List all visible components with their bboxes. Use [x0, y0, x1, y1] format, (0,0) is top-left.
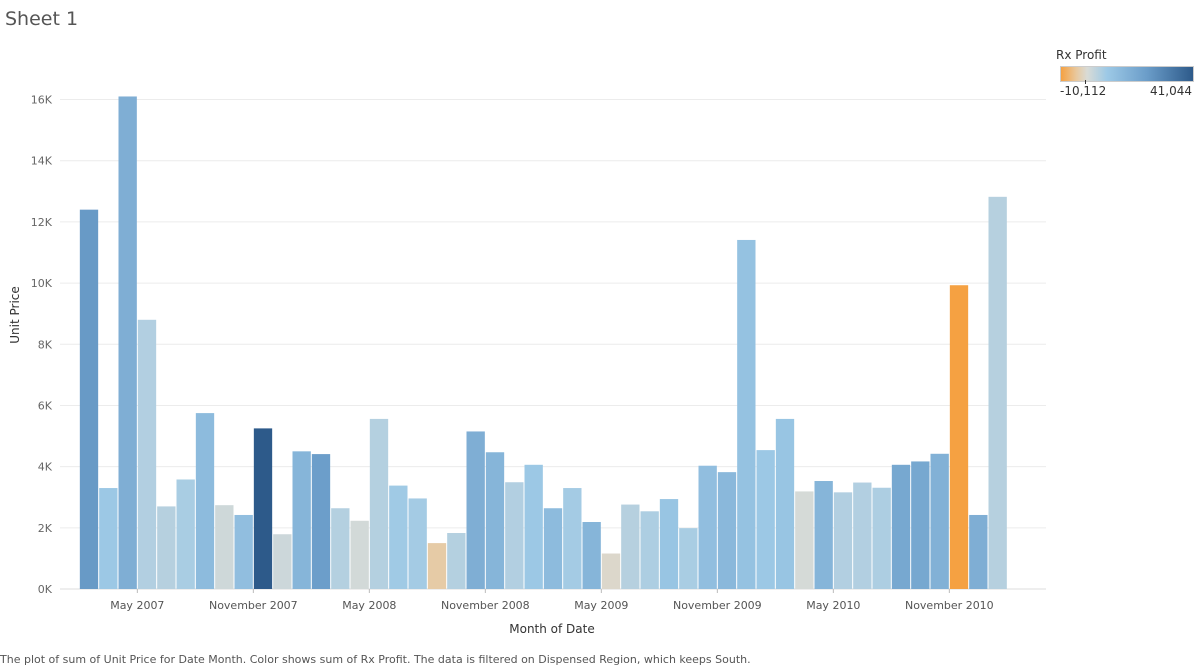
bar[interactable] [505, 482, 524, 589]
x-tick-label: May 2010 [806, 599, 860, 612]
legend-zero-tick [1085, 80, 1086, 84]
y-tick-label: 6K [38, 399, 53, 412]
bar[interactable] [524, 464, 543, 589]
bar[interactable] [814, 481, 833, 589]
bar[interactable] [949, 285, 969, 589]
bar[interactable] [795, 491, 814, 589]
bar[interactable] [737, 239, 756, 589]
bar[interactable] [195, 413, 215, 589]
bar[interactable] [756, 450, 775, 589]
bar[interactable] [872, 487, 891, 589]
bar[interactable] [389, 485, 408, 589]
bar-chart: 0K 2K 4K 6K 8K 10K 12K 14K 16K May 2007 November … [8, 94, 1046, 636]
y-tick-label: 4K [38, 461, 53, 474]
y-tick-label: 8K [38, 338, 53, 351]
bar[interactable] [292, 451, 311, 589]
x-tick-label: November 2007 [209, 599, 298, 612]
x-tick-label: May 2007 [110, 599, 164, 612]
y-tick-label: 12K [31, 216, 53, 229]
bar[interactable] [99, 488, 118, 589]
bar[interactable] [717, 472, 737, 589]
bar[interactable] [833, 492, 853, 589]
x-tick-label: May 2008 [342, 599, 396, 612]
bar[interactable] [79, 209, 99, 589]
legend-min-label: -10,112 [1060, 84, 1107, 98]
y-axis-label: Unit Price [8, 286, 22, 344]
y-tick-label: 2K [38, 522, 53, 535]
bar[interactable] [137, 319, 157, 589]
bar[interactable] [543, 508, 563, 589]
sheet-title: Sheet 1 [5, 8, 79, 30]
bar[interactable] [582, 522, 601, 589]
bar[interactable] [891, 464, 911, 589]
y-tick-label: 10K [31, 277, 53, 290]
bar[interactable] [273, 534, 292, 589]
bar[interactable] [563, 488, 582, 589]
legend-max-label: 41,044 [1150, 84, 1192, 98]
bar[interactable] [447, 533, 466, 589]
bars [79, 96, 1007, 589]
bar[interactable] [911, 461, 930, 589]
bar[interactable] [215, 505, 234, 589]
bar[interactable] [853, 482, 872, 589]
bar[interactable] [969, 514, 988, 589]
bar[interactable] [176, 479, 195, 589]
bar[interactable] [485, 452, 505, 589]
x-tick-label: November 2010 [905, 599, 994, 612]
x-tick-label: November 2008 [441, 599, 530, 612]
bar[interactable] [427, 543, 447, 589]
bar[interactable] [679, 528, 698, 589]
bar[interactable] [311, 454, 331, 589]
color-legend: Rx Profit -10,112 41,044 [1056, 48, 1194, 100]
bar[interactable] [659, 499, 679, 589]
bar[interactable] [157, 506, 176, 589]
bar[interactable] [930, 453, 949, 589]
y-tick-label: 14K [31, 155, 53, 168]
bar[interactable] [621, 504, 640, 589]
bar[interactable] [640, 511, 659, 589]
bar[interactable] [601, 553, 621, 589]
bar[interactable] [698, 465, 717, 589]
bar[interactable] [466, 431, 485, 589]
bar[interactable] [118, 96, 137, 589]
y-axis-ticks: 0K 2K 4K 6K 8K 10K 12K 14K 16K [31, 94, 53, 596]
legend-gradient [1060, 66, 1194, 82]
x-tick-label: May 2009 [574, 599, 628, 612]
bar[interactable] [775, 418, 795, 589]
bar[interactable] [350, 520, 369, 589]
bar[interactable] [253, 428, 273, 589]
bar[interactable] [331, 508, 350, 589]
x-axis-label: Month of Date [509, 622, 595, 636]
bar[interactable] [408, 498, 427, 589]
x-axis-ticks: May 2007 November 2007 May 2008 November 20… [110, 589, 994, 612]
bar[interactable] [369, 418, 389, 589]
bar[interactable] [988, 196, 1007, 589]
bar[interactable] [234, 514, 253, 589]
x-tick-label: November 2009 [673, 599, 762, 612]
y-tick-label: 0K [38, 583, 53, 596]
legend-title: Rx Profit [1056, 48, 1107, 62]
chart-caption: The plot of sum of Unit Price for Date M… [0, 653, 751, 666]
y-tick-label: 16K [31, 94, 53, 107]
